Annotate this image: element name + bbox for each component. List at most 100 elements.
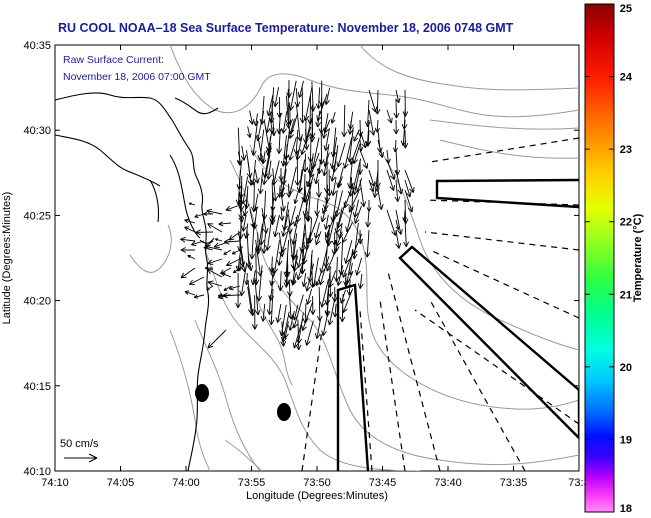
y-axis-label: Latitude (Degrees:Minutes) bbox=[1, 192, 13, 325]
current-vector-arrow bbox=[327, 293, 337, 326]
current-vector-arrow bbox=[280, 321, 287, 347]
current-vector-arrow bbox=[301, 273, 308, 287]
current-vector-arrow bbox=[229, 285, 241, 291]
current-vector-arrow bbox=[218, 221, 232, 227]
plot-frame bbox=[54, 44, 580, 472]
current-vector-arrow bbox=[254, 169, 260, 184]
current-vector-arrow bbox=[332, 304, 338, 318]
current-vector-arrow bbox=[404, 169, 415, 193]
colorbar-label: Temperature (°C) bbox=[632, 213, 644, 302]
current-vector-arrow bbox=[223, 238, 241, 245]
current-vector-arrow bbox=[180, 236, 196, 243]
y-axis-ticks: 40:35 40:30 40:25 40:20 40:15 40:10 bbox=[23, 40, 579, 478]
x-tick-label: 73:50 bbox=[303, 477, 331, 489]
colorbar-tick-label: 25 bbox=[620, 3, 632, 15]
current-vector-arrow bbox=[393, 99, 400, 119]
current-vector-arrow bbox=[235, 272, 241, 309]
current-vector-arrow bbox=[261, 232, 268, 254]
current-vector-arrow bbox=[305, 288, 313, 305]
current-vector-arrow bbox=[368, 179, 375, 193]
current-vector-arrow bbox=[261, 151, 267, 165]
current-vector-arrow bbox=[217, 293, 231, 299]
x-tick-label: 74:05 bbox=[107, 477, 135, 489]
current-vector-arrow bbox=[293, 192, 299, 204]
current-vector-arrow bbox=[342, 137, 353, 169]
current-vector-arrow bbox=[305, 169, 314, 188]
current-vector-arrow bbox=[344, 272, 354, 289]
current-vector-arrow bbox=[357, 159, 364, 175]
current-vector-arrow bbox=[392, 139, 398, 153]
current-vector-arrow bbox=[404, 179, 412, 198]
current-vector-arrow bbox=[305, 191, 312, 222]
current-vector-arrow bbox=[342, 256, 352, 278]
current-vector-arrow bbox=[386, 159, 396, 180]
current-vector-arrow bbox=[395, 209, 403, 235]
current-vector-arrow bbox=[315, 182, 322, 198]
current-vector-arrow bbox=[364, 229, 371, 258]
current-vector-arrow bbox=[321, 313, 329, 337]
current-vector-arrow bbox=[188, 202, 196, 206]
current-vector-arrow bbox=[247, 256, 254, 271]
current-vector-arrow bbox=[184, 290, 196, 296]
scale-arrow bbox=[64, 453, 98, 463]
current-vector-arrow bbox=[281, 111, 288, 134]
current-vector-arrow bbox=[301, 302, 313, 331]
colorbar-ticks: 25 24 23 22 21 20 19 18 bbox=[585, 3, 633, 515]
current-vector-arrow bbox=[260, 303, 267, 322]
current-vector-arrow bbox=[268, 288, 275, 326]
current-vector-arrow bbox=[188, 276, 205, 285]
current-vector-arrow bbox=[329, 150, 338, 182]
current-vector-arrow bbox=[355, 257, 363, 276]
chart-title: RU COOL NOAA–18 Sea Surface Temperature:… bbox=[58, 21, 514, 35]
current-vector-arrow bbox=[315, 231, 322, 246]
x-axis-ticks: 74:10 74:05 74:00 73:55 73:50 73:45 73:40 73:35… bbox=[41, 45, 590, 489]
y-tick-label: 40:30 bbox=[23, 125, 51, 137]
inset-line-1: Raw Surface Current: bbox=[63, 54, 164, 66]
current-vector-arrow bbox=[265, 222, 272, 251]
current-vector-arrow bbox=[193, 294, 205, 299]
current-vector-arrow bbox=[266, 160, 272, 180]
current-vector-arrow bbox=[404, 189, 414, 213]
current-vector-arrow bbox=[319, 278, 329, 308]
current-vector-arrow bbox=[386, 109, 393, 124]
current-vector-arrow bbox=[294, 87, 301, 108]
current-vector-arrow bbox=[231, 249, 241, 255]
current-vector-arrow bbox=[191, 240, 205, 247]
inset-line-2: November 18, 2006 07:00 GMT bbox=[63, 71, 211, 83]
current-vector-arrow bbox=[251, 295, 258, 330]
current-vector-arrow bbox=[266, 295, 273, 315]
current-vector-arrow bbox=[248, 110, 255, 125]
current-vector-arrow bbox=[293, 214, 299, 227]
current-vector-arrow bbox=[336, 265, 344, 286]
y-tick-label: 40:25 bbox=[23, 210, 51, 222]
current-vector-arrow bbox=[386, 169, 395, 191]
current-vector-arrow bbox=[314, 318, 322, 339]
current-vector-arrow bbox=[290, 239, 297, 261]
current-vector-arrow bbox=[187, 254, 196, 260]
current-vector-arrow bbox=[336, 142, 346, 168]
current-vector-arrow bbox=[377, 189, 384, 210]
current-vector-arrow bbox=[354, 205, 362, 224]
current-vector-arrow bbox=[207, 258, 223, 265]
current-vector-arrow bbox=[247, 286, 254, 315]
current-vector-arrow bbox=[374, 89, 381, 115]
current-vector-arrow bbox=[306, 158, 313, 174]
current-vector-arrow bbox=[357, 273, 364, 289]
current-vector-arrow bbox=[323, 119, 331, 134]
scale-label: 50 cm/s bbox=[60, 438, 99, 450]
colorbar bbox=[584, 3, 615, 513]
current-vector-arrow bbox=[309, 295, 316, 315]
current-vector-arrow bbox=[315, 110, 322, 128]
current-vector-arrow bbox=[281, 209, 290, 237]
colorbar-tick-label: 22 bbox=[620, 217, 632, 229]
current-vector-arrow bbox=[344, 240, 353, 264]
current-vector-arrow bbox=[276, 246, 283, 266]
current-vector-arrow bbox=[315, 273, 322, 286]
colorbar-tick-label: 18 bbox=[620, 503, 632, 515]
current-vector-arrow bbox=[207, 280, 223, 287]
current-vector-arrow bbox=[314, 198, 321, 216]
current-vector-arrow bbox=[225, 258, 241, 267]
current-vector-arrow bbox=[304, 320, 314, 346]
current-vector-arrow bbox=[359, 179, 367, 208]
